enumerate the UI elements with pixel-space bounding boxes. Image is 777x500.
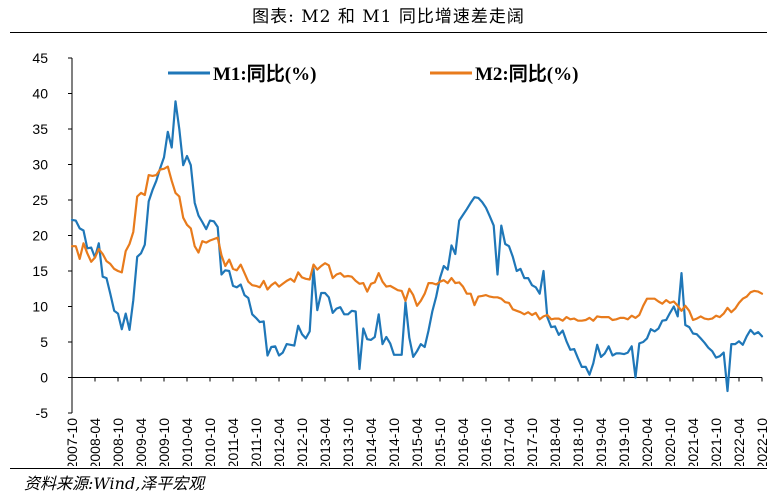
- y-tick-label: 35: [32, 121, 48, 137]
- x-tick-label: 2009-04: [133, 418, 149, 466]
- series-m1-line: [70, 100, 764, 393]
- x-tick-label: 2014-04: [363, 418, 379, 466]
- x-tick-label: 2009-10: [156, 418, 172, 466]
- x-tick-label: 2008-10: [110, 418, 126, 466]
- x-tick-label: 2021-10: [708, 418, 724, 466]
- legend: M1:同比(%) M2:同比(%): [168, 63, 578, 85]
- x-tick-label: 2017-10: [524, 418, 540, 466]
- y-tick-label: 25: [32, 192, 48, 208]
- x-tick-label: 2018-10: [570, 418, 586, 466]
- x-tick-label: 2008-04: [87, 418, 103, 466]
- x-tick-label: 2010-04: [179, 418, 195, 466]
- legend-m1-label: M1:同比(%): [213, 63, 316, 85]
- x-tick-label: 2021-04: [685, 418, 701, 466]
- y-tick-label: 40: [32, 86, 48, 102]
- y-tick-label: 30: [32, 157, 48, 173]
- legend-m2-label: M2:同比(%): [475, 63, 578, 85]
- x-tick-label: 2017-04: [501, 418, 517, 466]
- x-tick-label: 2011-10: [248, 418, 264, 466]
- x-tick-label: 2016-04: [455, 418, 471, 466]
- line-chart: M1:同比(%) M2:同比(%) -5 0 5 10 15 20 25 30 35 40 45 2…: [32, 50, 770, 466]
- series-m2-line: [70, 165, 764, 322]
- x-tick-label: 2007-10: [64, 418, 80, 466]
- x-tick-label: 2022-04: [731, 418, 747, 466]
- source-divider: [10, 468, 767, 469]
- y-tick-label: 10: [32, 299, 48, 315]
- x-tick-label: 2016-10: [478, 418, 494, 466]
- y-tick-label: 5: [40, 334, 48, 350]
- x-tick-label: 2010-10: [202, 418, 218, 466]
- x-tick-label: 2013-10: [340, 418, 356, 466]
- x-tick-label: 2020-04: [639, 418, 655, 466]
- y-tick-label: 45: [32, 50, 48, 66]
- chart-title: 图表: M2 和 M1 同比增速差走阔: [252, 7, 525, 27]
- x-tick-label: 2013-04: [317, 418, 333, 466]
- x-tick-label: 2014-10: [386, 418, 402, 466]
- x-tick-label: 2019-04: [593, 418, 609, 466]
- y-tick-label: 20: [32, 228, 48, 244]
- x-tick-label: 2015-04: [409, 418, 425, 466]
- x-tick-label: 2022-10: [754, 418, 770, 466]
- x-tick-label: 2019-10: [616, 418, 632, 466]
- title-divider: [10, 32, 767, 33]
- series-layer: [70, 100, 764, 393]
- x-tick-label: 2012-04: [271, 418, 287, 466]
- source-note: 资料来源:Wind,泽平宏观: [24, 474, 205, 493]
- x-axis: 2007-10 2008-04 2008-10 2009-04 2009-10 2010-…: [64, 377, 770, 466]
- x-tick-label: 2018-04: [547, 418, 563, 466]
- y-tick-label: -5: [36, 405, 49, 421]
- y-tick-label: 0: [40, 370, 48, 386]
- x-tick-label: 2020-10: [662, 418, 678, 466]
- x-tick-label: 2015-10: [432, 418, 448, 466]
- x-tick-label: 2012-10: [294, 418, 310, 466]
- y-axis: -5 0 5 10 15 20 25 30 35 40 45: [32, 50, 73, 421]
- y-tick-label: 15: [32, 263, 48, 279]
- x-tick-label: 2011-04: [225, 418, 241, 466]
